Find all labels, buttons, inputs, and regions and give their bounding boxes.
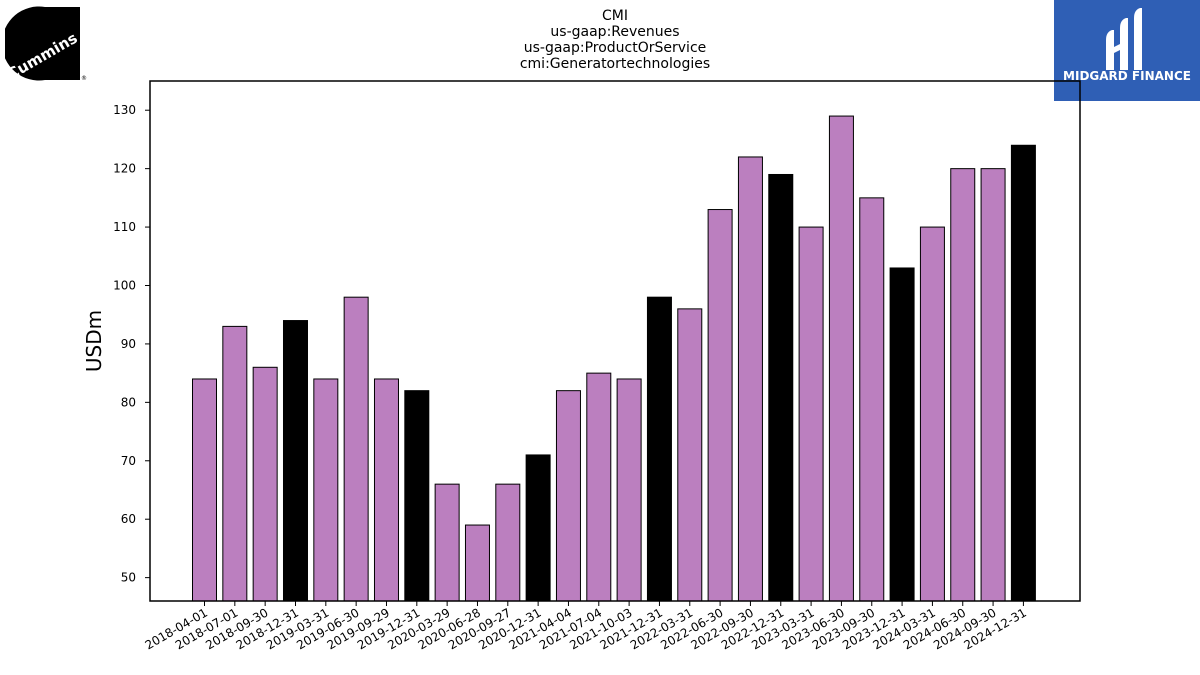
bar	[707, 209, 733, 602]
bar	[343, 296, 369, 602]
y-tick-label: 110	[113, 220, 136, 234]
bar	[828, 115, 854, 602]
y-tick-label: 90	[121, 337, 136, 351]
chart-title: CMIus-gaap:Revenuesus-gaap:ProductOrServ…	[520, 8, 710, 72]
bar	[555, 390, 581, 602]
bar	[222, 325, 248, 602]
x-axis: 2018-04-012018-07-012018-09-302018-12-31…	[143, 601, 1029, 652]
bar	[768, 173, 794, 602]
bar	[737, 156, 763, 602]
registered-mark: ®	[81, 75, 87, 82]
bar	[859, 197, 885, 602]
bars	[192, 115, 1036, 602]
cummins-logo: Cummins ®	[5, 6, 87, 83]
chart-title-line: us-gaap:Revenues	[550, 24, 679, 40]
midgard-logo-mark	[1106, 8, 1142, 70]
y-tick-label: 130	[113, 103, 136, 117]
bar	[313, 378, 339, 602]
bar	[282, 320, 308, 602]
bar	[798, 226, 824, 602]
bar	[950, 168, 976, 602]
y-tick-label: 60	[121, 512, 136, 526]
bar	[464, 524, 490, 602]
bar	[1010, 144, 1036, 602]
midgard-finance-logo: MIDGARD FINANCE	[1054, 0, 1200, 101]
plot-frame	[149, 80, 1081, 602]
y-tick-label: 120	[113, 162, 136, 176]
bar	[646, 296, 672, 602]
chart-title-line: CMI	[602, 8, 628, 24]
y-tick-label: 100	[113, 278, 136, 292]
y-axis: 50 60 70 80 90 100 110 120 130	[113, 103, 150, 585]
bar	[919, 226, 945, 602]
chart-title-line: cmi:Generatortechnologies	[520, 56, 710, 72]
y-axis-label: USDm	[82, 310, 106, 372]
bar	[889, 267, 915, 602]
bar	[434, 483, 460, 602]
bar	[677, 308, 703, 602]
midgard-logo-text: MIDGARD FINANCE	[1063, 69, 1191, 83]
bar	[404, 390, 430, 602]
bar	[373, 378, 399, 602]
bar	[586, 372, 612, 602]
y-tick-label: 80	[121, 395, 136, 409]
y-tick-label: 70	[121, 454, 136, 468]
bar	[980, 168, 1006, 602]
bar	[616, 378, 642, 602]
bar	[192, 378, 217, 602]
bar	[252, 366, 278, 602]
bar	[495, 483, 521, 602]
y-tick-label: 50	[121, 571, 136, 585]
chart-title-line: us-gaap:ProductOrService	[524, 40, 707, 56]
cummins-logo-shape	[5, 6, 80, 81]
bar	[525, 454, 551, 602]
